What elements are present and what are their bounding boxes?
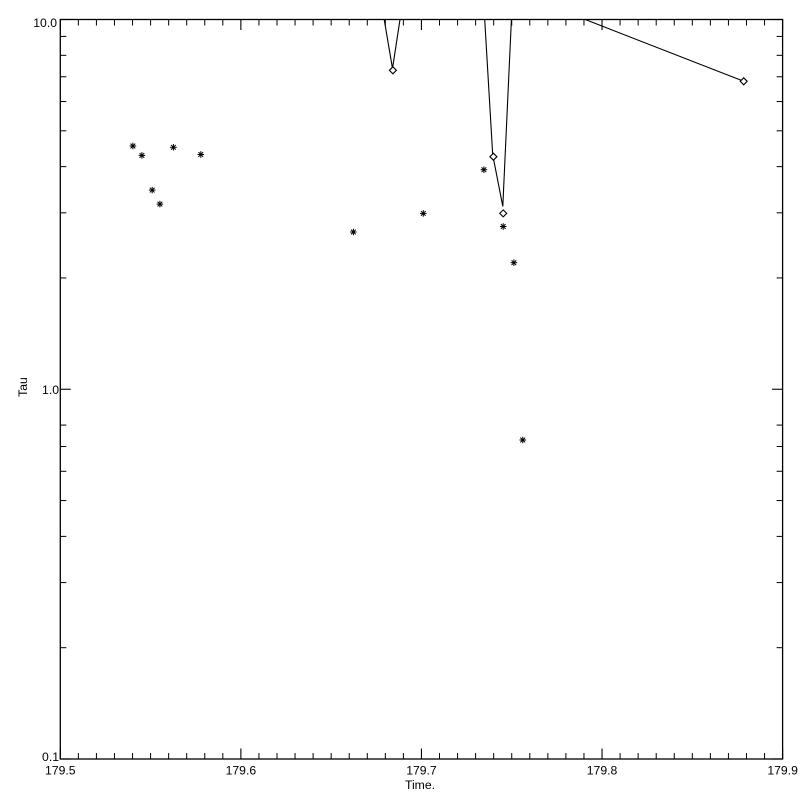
svg-text:179.9: 179.9 (767, 764, 798, 778)
svg-text:179.5: 179.5 (45, 764, 76, 778)
svg-text:Time.: Time. (405, 778, 435, 792)
svg-text:1.0: 1.0 (42, 383, 59, 397)
svg-text:0.1: 0.1 (42, 750, 59, 764)
svg-text:179.7: 179.7 (406, 764, 437, 778)
svg-text:Tau: Tau (16, 377, 30, 397)
svg-text:179.6: 179.6 (226, 764, 257, 778)
svg-text:10.0: 10.0 (33, 16, 57, 30)
svg-text:179.8: 179.8 (587, 764, 618, 778)
